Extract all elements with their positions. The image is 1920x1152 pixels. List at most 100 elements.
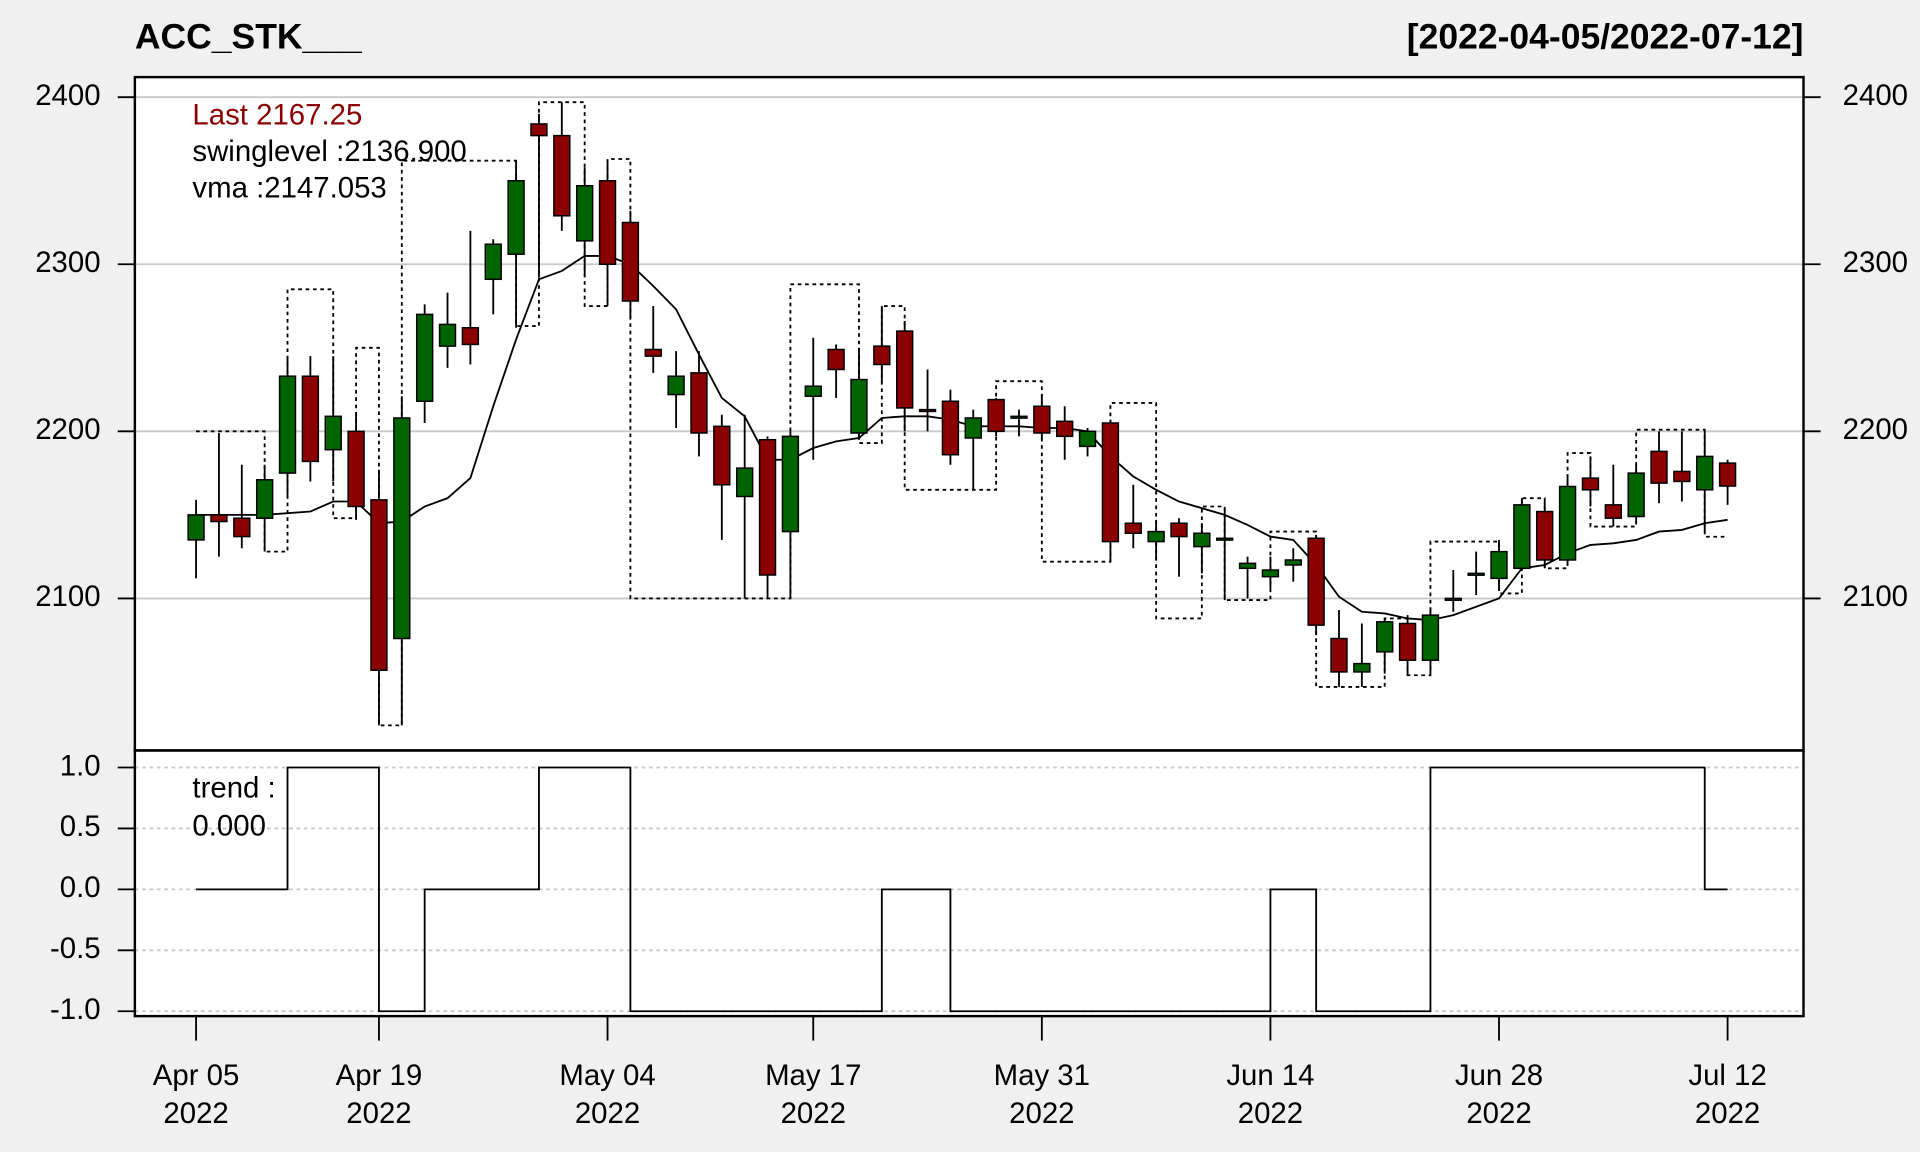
x-tick-label: Apr 05 <box>153 1059 240 1092</box>
legend-name: vma : <box>192 172 264 205</box>
y-tick-label: 2100 <box>35 580 100 613</box>
candle-body <box>690 372 708 434</box>
x-tick-label: May 17 <box>765 1059 861 1092</box>
candle-body <box>461 327 480 346</box>
x-tick-label: Jul 12 <box>1688 1059 1766 1092</box>
candle-body <box>758 438 777 576</box>
candle-body <box>1444 597 1462 601</box>
candle-body <box>1604 504 1622 519</box>
candle-body <box>1650 450 1668 484</box>
candle-body <box>1124 522 1142 534</box>
x-tick-label: May 31 <box>994 1059 1090 1092</box>
candle-body <box>507 179 525 255</box>
candle-body <box>1353 662 1371 673</box>
y-tick-label: 2400 <box>35 79 100 112</box>
x-tick-label: 2022 <box>575 1097 640 1130</box>
candle-body <box>575 184 594 242</box>
candle-body <box>918 408 937 413</box>
candle-body <box>735 467 754 498</box>
x-tick-label: 2022 <box>1466 1097 1531 1130</box>
candle-body <box>804 385 822 397</box>
y-tick-label: 2200 <box>35 413 100 446</box>
x-tick-label: Apr 19 <box>336 1059 423 1092</box>
candle-body <box>255 479 274 519</box>
candle-body <box>1696 455 1714 491</box>
last-label-text: Last <box>192 98 248 131</box>
legend-entry: vma :2147.053 <box>192 172 386 205</box>
candle-body <box>598 179 617 265</box>
candle-body <box>644 348 662 357</box>
trend-line <box>196 766 1728 1013</box>
candle-body <box>1010 415 1028 419</box>
candle-body <box>1193 532 1211 548</box>
candle-body <box>393 417 411 640</box>
x-tick-label: 2022 <box>1695 1097 1760 1130</box>
y-tick-label: -1.0 <box>50 993 101 1026</box>
y-tick-label: 2400 <box>1843 79 1908 112</box>
candle-body <box>1033 405 1051 434</box>
candle-body <box>233 517 251 538</box>
candle-body <box>987 398 1005 433</box>
candle-body <box>1307 537 1325 626</box>
candle-body <box>1627 472 1645 518</box>
candle-body <box>1718 462 1737 487</box>
candle-body <box>895 330 914 409</box>
candle-body <box>1421 614 1440 661</box>
date-range: [2022-04-05/2022-07-12] <box>1407 17 1804 57</box>
candle-body <box>1398 622 1417 661</box>
candle-body <box>667 375 685 396</box>
candle-body <box>850 378 868 434</box>
x-tick-label: 2022 <box>1238 1097 1303 1130</box>
legend-value: 0.000 <box>192 809 266 842</box>
candle-body <box>941 400 960 456</box>
candle-body <box>370 499 388 671</box>
x-tick-label: 2022 <box>346 1097 411 1130</box>
candle-body <box>1216 537 1234 541</box>
candle-body <box>530 123 548 137</box>
x-tick-label: 2022 <box>163 1097 228 1130</box>
candle-body <box>781 435 800 533</box>
candle-body <box>1376 621 1394 653</box>
x-tick-label: 2022 <box>1009 1097 1074 1130</box>
candle-body <box>301 375 320 463</box>
candle-body <box>278 375 297 474</box>
candle-body <box>827 348 845 371</box>
candle-body <box>1536 510 1554 561</box>
candle-body <box>324 415 342 451</box>
y-tick-label: 2200 <box>1843 413 1908 446</box>
candle-body <box>1101 422 1120 543</box>
x-tick-label: Jun 28 <box>1455 1059 1543 1092</box>
legend-value: 2136.900 <box>344 135 467 168</box>
last-value: 2167.25 <box>256 98 362 131</box>
candle-body <box>347 430 365 508</box>
candle-body <box>1581 477 1600 491</box>
candle-body <box>621 221 640 302</box>
legend-name: trend : <box>192 771 275 804</box>
y-tick-label: -0.5 <box>50 932 101 965</box>
candle-body <box>1558 485 1577 561</box>
candle-body <box>1238 562 1257 570</box>
candle-body <box>1467 572 1485 576</box>
candle-body <box>1330 637 1348 673</box>
legend-value: 2147.053 <box>264 172 387 205</box>
y-tick-label: 2100 <box>1843 580 1908 613</box>
y-tick-label: 1.0 <box>60 749 101 782</box>
candle-body <box>1284 559 1302 566</box>
legend-name: swinglevel : <box>192 135 344 168</box>
x-tick-label: Jun 14 <box>1226 1059 1314 1092</box>
legend-entry: swinglevel :2136.900 <box>192 135 466 168</box>
y-tick-label: 2300 <box>35 246 100 279</box>
x-tick-label: May 04 <box>559 1059 655 1092</box>
candle-body <box>210 514 228 523</box>
candle-body <box>1170 522 1188 538</box>
candle-body <box>1078 430 1097 448</box>
candle-body <box>873 345 891 366</box>
candle-body <box>1056 420 1074 438</box>
y-tick-label: 0.5 <box>60 810 101 843</box>
candle-body <box>1147 530 1165 543</box>
candle-body <box>484 243 502 281</box>
candle-body <box>1513 504 1531 570</box>
y-tick-label: 0.0 <box>60 871 101 904</box>
candle-body <box>1490 550 1508 580</box>
